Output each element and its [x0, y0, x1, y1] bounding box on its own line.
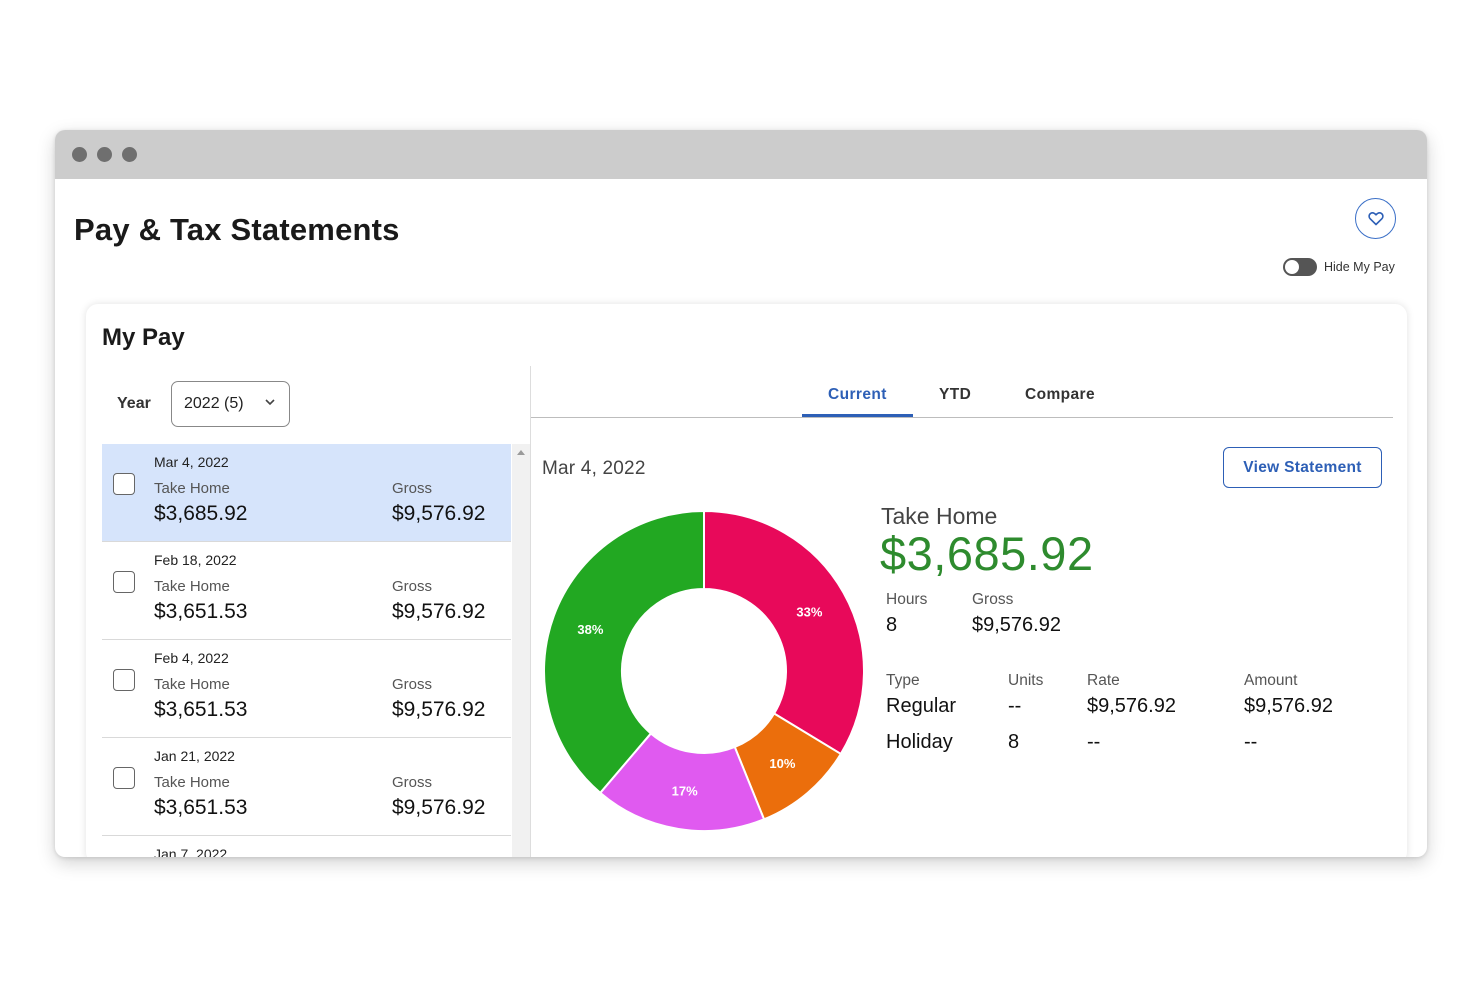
earnings-type: Regular	[886, 695, 957, 717]
donut-slice[interactable]	[598, 732, 766, 832]
pay-breakdown-donut-chart: 33% 10% 17% 38%	[543, 509, 865, 832]
statement-date: Feb 4, 2022	[154, 650, 229, 666]
gross-label: Gross	[392, 676, 433, 693]
earnings-units: --	[1008, 695, 1022, 717]
take-home-label: Take Home	[154, 676, 230, 693]
gross-value: $9,576.92	[972, 614, 1061, 636]
donut-slice-label: 10%	[769, 756, 795, 771]
earnings-units: 8	[1008, 731, 1020, 753]
statement-row[interactable]: Feb 18, 2022 Take Home $3,651.53 Gross $…	[102, 542, 511, 640]
statement-list: Mar 4, 2022 Take Home $3,685.92 Gross $9…	[102, 444, 512, 857]
window-dot-icon[interactable]	[72, 147, 87, 162]
earnings-header-units: Units	[1008, 672, 1044, 689]
take-home-title: Take Home	[881, 503, 998, 529]
earnings-amount: $9,576.92	[1244, 695, 1333, 717]
pay-tabs: Current YTD Compare	[531, 378, 1393, 418]
hours-value: 8	[886, 614, 898, 636]
statement-checkbox[interactable]	[113, 571, 135, 593]
earnings-amount: --	[1244, 731, 1258, 753]
gross-label: Gross	[972, 591, 1014, 608]
hide-my-pay-toggle[interactable]: Hide My Pay	[1283, 258, 1395, 276]
statement-row[interactable]: Jan 21, 2022 Take Home $3,651.53 Gross $…	[102, 738, 511, 836]
earnings-type: Holiday	[886, 731, 953, 753]
earnings-header-type: Type	[886, 672, 920, 689]
gross-label: Gross	[392, 578, 433, 595]
earnings-header-rate: Rate	[1087, 672, 1120, 689]
statement-date: Mar 4, 2022	[154, 454, 229, 470]
year-select-value: 2022 (5)	[184, 395, 244, 412]
page-title: Pay & Tax Statements	[74, 212, 400, 247]
window-dot-icon[interactable]	[97, 147, 112, 162]
active-tab-indicator	[802, 414, 913, 417]
hide-my-pay-label: Hide My Pay	[1324, 260, 1395, 274]
take-home-value: $3,685.92	[154, 502, 248, 525]
tab-ytd[interactable]: YTD	[939, 386, 972, 403]
gross-label: Gross	[392, 480, 433, 497]
tab-compare[interactable]: Compare	[1025, 386, 1095, 403]
heart-icon	[1367, 212, 1384, 226]
scroll-up-icon[interactable]	[517, 450, 525, 455]
take-home-value: $3,651.53	[154, 796, 248, 819]
statement-list-scrollbar[interactable]	[512, 444, 530, 857]
donut-slice[interactable]	[703, 509, 865, 756]
statement-checkbox[interactable]	[113, 473, 135, 495]
toggle-switch[interactable]	[1283, 258, 1317, 276]
view-statement-button[interactable]: View Statement	[1223, 447, 1382, 488]
gross-value: $9,576.92	[392, 502, 486, 525]
detail-date: Mar 4, 2022	[542, 458, 646, 479]
take-home-value: $3,651.53	[154, 600, 248, 623]
statement-checkbox[interactable]	[113, 767, 135, 789]
statement-date: Jan 7, 2022	[154, 846, 228, 857]
take-home-amount: $3,685.92	[880, 527, 1094, 580]
earnings-header-amount: Amount	[1244, 672, 1298, 689]
gross-value: $9,576.92	[392, 600, 486, 623]
panel-divider	[530, 366, 532, 857]
my-pay-card: My Pay Year 2022 (5) Mar 4, 2022 Take Ho…	[86, 304, 1407, 857]
donut-slice-label: 17%	[672, 783, 698, 798]
take-home-label: Take Home	[154, 578, 230, 595]
statement-checkbox[interactable]	[113, 669, 135, 691]
year-label: Year	[117, 395, 151, 412]
tab-current[interactable]: Current	[828, 386, 887, 403]
earnings-rate: $9,576.92	[1087, 695, 1176, 717]
statement-row[interactable]: Feb 4, 2022 Take Home $3,651.53 Gross $9…	[102, 640, 511, 738]
statement-date: Jan 21, 2022	[154, 748, 235, 764]
window-dot-icon[interactable]	[122, 147, 137, 162]
take-home-value: $3,651.53	[154, 698, 248, 721]
donut-slice-label: 33%	[796, 605, 822, 620]
earnings-rate: --	[1087, 731, 1101, 753]
card-title: My Pay	[102, 324, 185, 351]
donut-slice[interactable]	[543, 509, 705, 795]
chevron-down-icon	[265, 399, 275, 406]
favorite-button[interactable]	[1355, 198, 1396, 239]
take-home-label: Take Home	[154, 774, 230, 791]
year-select[interactable]: 2022 (5)	[171, 381, 290, 427]
gross-value: $9,576.92	[392, 698, 486, 721]
hours-label: Hours	[886, 591, 928, 608]
gross-value: $9,576.92	[392, 796, 486, 819]
browser-window: Pay & Tax Statements Hide My Pay My Pay …	[55, 130, 1427, 857]
take-home-label: Take Home	[154, 480, 230, 497]
statement-row[interactable]: Mar 4, 2022 Take Home $3,685.92 Gross $9…	[102, 444, 511, 542]
gross-label: Gross	[392, 774, 433, 791]
statement-date: Feb 18, 2022	[154, 552, 237, 568]
window-titlebar	[55, 130, 1427, 179]
statement-row[interactable]: Jan 7, 2022	[102, 836, 511, 857]
donut-slice-label: 38%	[577, 622, 603, 637]
